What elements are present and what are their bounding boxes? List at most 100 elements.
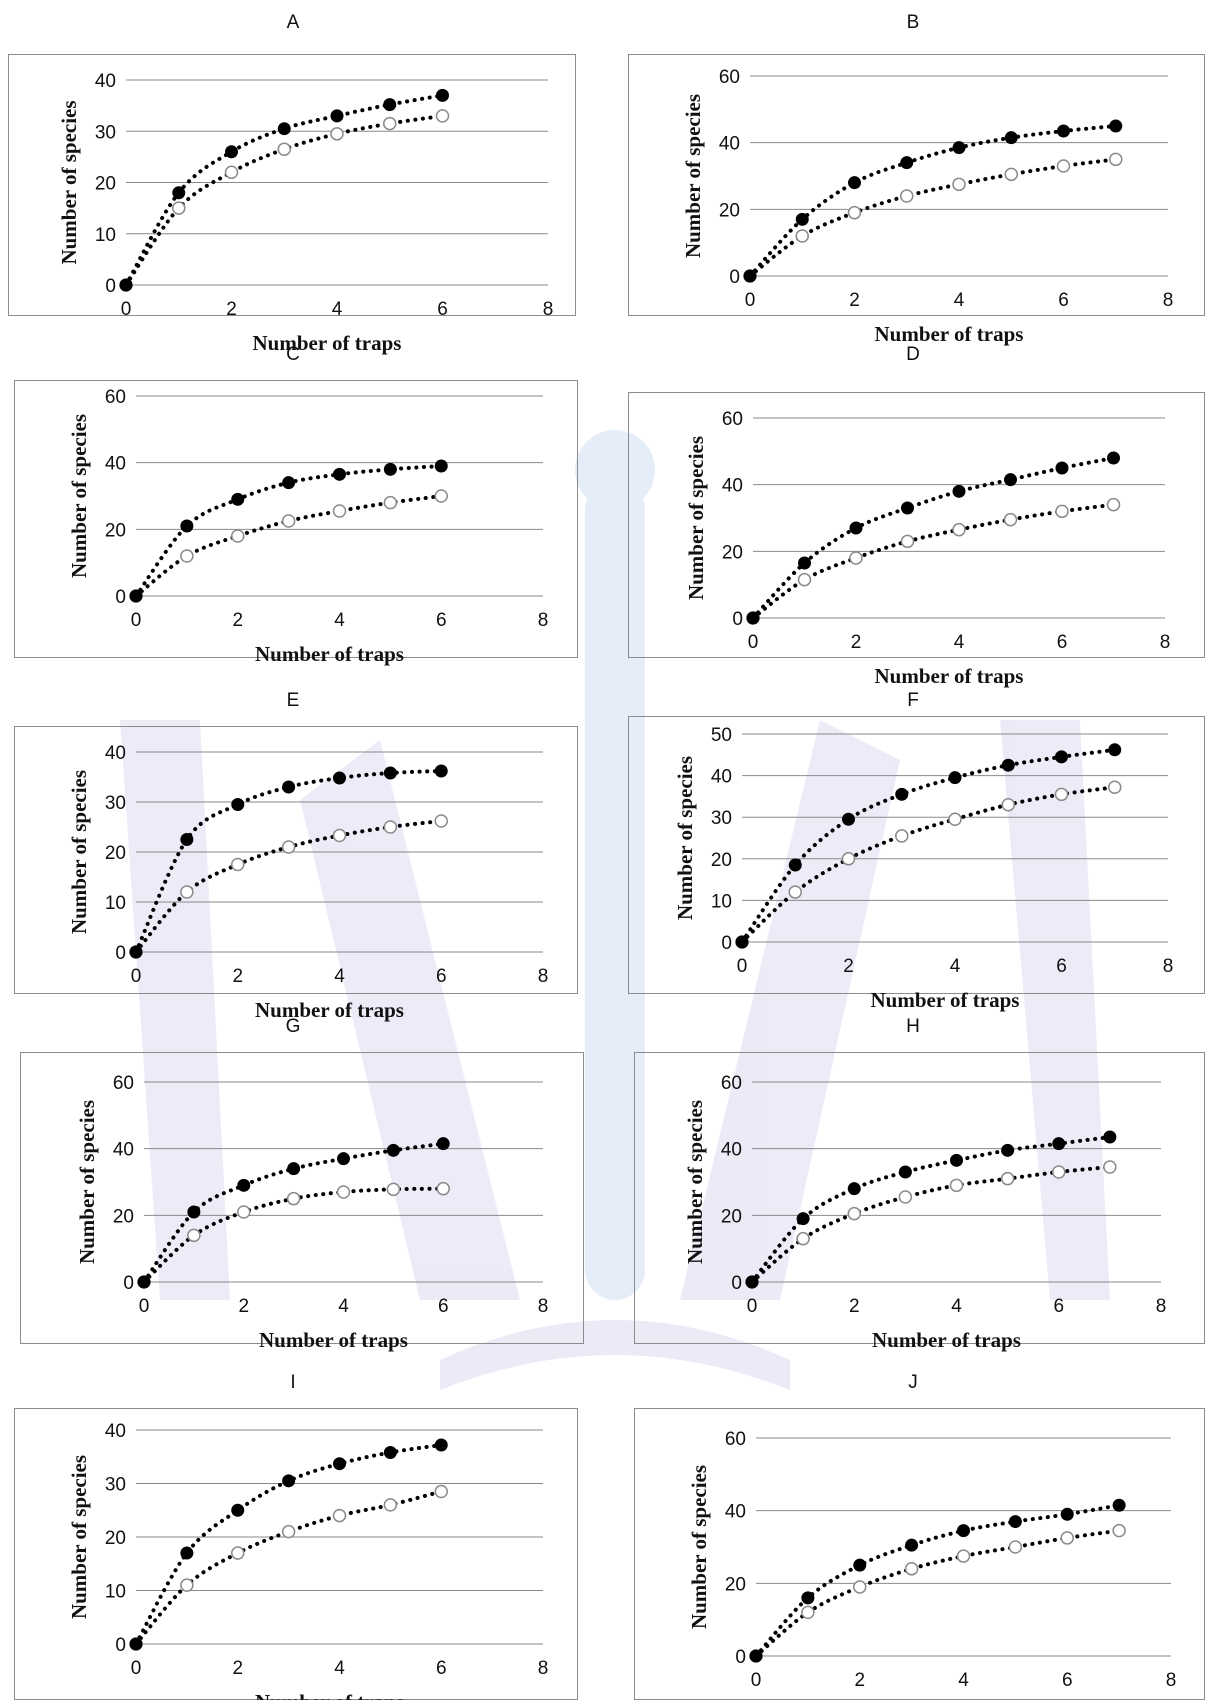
y-tick-label: 60	[113, 1073, 134, 1094]
data-point-filled	[383, 98, 397, 112]
data-point-open	[436, 1181, 450, 1196]
series-line-open	[134, 494, 444, 598]
data-point-filled	[180, 1546, 194, 1560]
data-point-filled	[1004, 131, 1018, 145]
data-point-filled	[950, 1153, 963, 1167]
series-line-filled	[748, 124, 1118, 278]
data-point-open	[956, 1549, 971, 1563]
data-point-filled	[795, 212, 809, 226]
x-tick-label: 6	[1056, 956, 1067, 977]
data-point-open	[841, 852, 856, 866]
data-point-filled	[129, 1637, 143, 1651]
data-point-filled	[1060, 1507, 1074, 1521]
x-tick-label: 4	[334, 1658, 345, 1679]
data-point-filled	[383, 462, 397, 476]
x-tick-label: 2	[854, 1670, 865, 1691]
x-tick-label: 8	[1163, 956, 1174, 977]
y-tick-label: 60	[719, 67, 740, 88]
chart-svg: 0 10 20 30 40 0 2 4 6 8 Number of traps Number of s…	[67, 743, 548, 1022]
data-point-filled	[743, 269, 757, 283]
chart-svg: 0 10 20 30 40 50 0 2 4 6 8 Number of traps Number of…	[673, 725, 1174, 1012]
series-line-filled	[740, 747, 1117, 944]
y-axis-label: Number of species	[681, 94, 705, 258]
data-point-filled	[237, 1178, 251, 1192]
data-point-open	[801, 1605, 815, 1620]
data-point-filled	[172, 186, 186, 200]
x-axis-label: Number of traps	[875, 664, 1024, 688]
x-tick-label: 0	[121, 299, 132, 320]
data-point-filled	[434, 1438, 448, 1452]
data-point-filled	[180, 519, 194, 533]
data-point-open	[797, 572, 812, 587]
data-point-open	[231, 529, 245, 543]
x-tick-label: 6	[1062, 1670, 1073, 1691]
y-tick-label: 0	[731, 1273, 742, 1294]
data-point-open	[1106, 497, 1121, 512]
x-axis-label: Number of traps	[871, 988, 1020, 1012]
x-tick-label: 4	[334, 610, 345, 631]
x-axis-label: Number of traps	[255, 1690, 404, 1700]
chart-panel-h: H 0 20 40 60 0 2 4 6 8 Number of traps Number of sp…	[628, 1012, 1205, 1352]
data-point-open	[180, 549, 194, 563]
data-point-filled	[137, 1275, 151, 1289]
x-tick-label: 6	[1057, 632, 1068, 653]
x-axis-label: Number of traps	[259, 1328, 408, 1352]
chart-panel-d: D 0 20 40 60 0 2 4 6 8 Number of traps Number of sp…	[628, 340, 1205, 688]
y-tick-label: 40	[722, 476, 743, 497]
data-point-open	[898, 1190, 913, 1204]
data-point-filled	[1008, 1515, 1022, 1529]
data-point-open	[895, 829, 909, 843]
data-point-open	[237, 1205, 251, 1219]
y-tick-label: 0	[115, 943, 126, 964]
y-tick-label: 40	[105, 743, 126, 764]
x-tick-label: 4	[950, 956, 961, 977]
data-point-open	[1000, 1171, 1015, 1186]
panel-label: D	[906, 344, 920, 365]
data-point-open	[224, 165, 239, 179]
data-point-open	[286, 1191, 301, 1206]
y-axis-label: Number of species	[687, 1465, 711, 1629]
y-tick-label: 40	[711, 767, 732, 788]
data-point-open	[849, 551, 863, 565]
y-tick-label: 0	[735, 1647, 746, 1668]
x-tick-label: 8	[1163, 290, 1174, 311]
chart-frame	[14, 380, 578, 658]
panel-label: E	[286, 690, 300, 711]
data-point-filled	[735, 935, 749, 949]
data-point-filled	[119, 278, 133, 292]
chart-panel-g: G 0 20 40 60 0 2 4 6 8 Number of traps Number of sp…	[8, 1012, 584, 1352]
y-tick-label: 30	[95, 122, 116, 143]
x-tick-label: 4	[954, 632, 965, 653]
y-tick-label: 20	[711, 850, 732, 871]
data-point-filled	[1004, 473, 1017, 487]
data-point-filled	[225, 145, 238, 159]
data-point-open	[434, 489, 448, 503]
chart-svg: 0 10 20 30 40 0 2 4 6 8 Number of traps Number of s…	[57, 71, 553, 355]
y-tick-label: 10	[105, 893, 126, 914]
y-tick-label: 40	[721, 1140, 742, 1161]
data-point-filled	[434, 764, 448, 778]
chart-frame	[20, 1052, 584, 1344]
panel-label: G	[285, 1016, 301, 1037]
data-point-open	[1004, 167, 1018, 182]
y-tick-label: 20	[722, 542, 743, 563]
data-point-open	[788, 885, 802, 899]
y-tick-label: 20	[105, 520, 126, 541]
x-tick-label: 0	[131, 1658, 142, 1679]
x-axis-label: Number of traps	[255, 998, 404, 1022]
x-tick-label: 4	[338, 1296, 349, 1317]
chart-panel-c: C 0 20 40 60 0 2 4 6 8 Number of traps Number of sp…	[8, 340, 578, 666]
data-point-filled	[895, 787, 909, 801]
y-tick-label: 60	[725, 1429, 746, 1450]
y-tick-label: 20	[725, 1574, 746, 1595]
data-point-open	[1056, 159, 1071, 173]
y-tick-label: 50	[711, 725, 732, 746]
y-tick-label: 20	[113, 1206, 134, 1227]
y-tick-label: 10	[105, 1582, 126, 1603]
x-tick-label: 6	[436, 1658, 447, 1679]
data-point-open	[949, 1178, 964, 1193]
chart-frame	[14, 726, 578, 994]
